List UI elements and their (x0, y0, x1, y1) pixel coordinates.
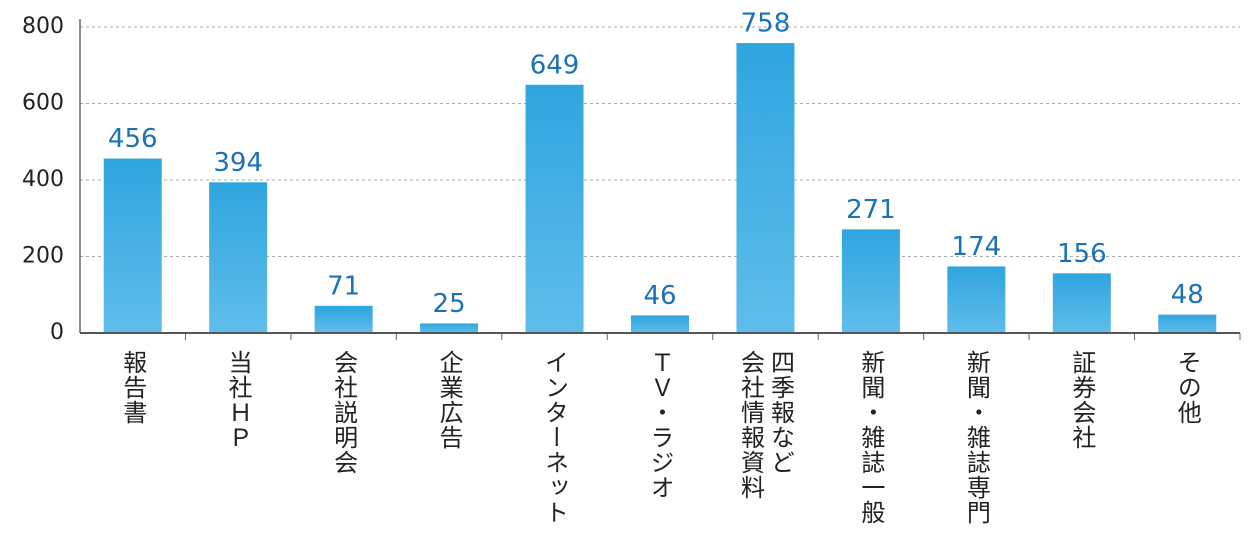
x-tick-label: 報告書 (118, 350, 147, 425)
x-tick-label: その他 (1173, 350, 1202, 425)
bar (841, 229, 900, 333)
x-tick-label: ＴＶ・ラジオ (646, 350, 674, 500)
y-tick-label: 200 (22, 244, 64, 269)
x-tick-label: 会社説明会 (329, 350, 358, 475)
bar (103, 158, 162, 333)
x-tick-label: 四季報など 会社情報資料 (736, 350, 795, 500)
value-label: 48 (1171, 280, 1204, 310)
x-tick-label: 証券会社 (1067, 350, 1096, 450)
value-label: 174 (952, 232, 1002, 262)
y-tick-label: 0 (50, 320, 64, 345)
value-label: 394 (213, 148, 263, 178)
bar (420, 323, 479, 333)
bar (1158, 314, 1217, 333)
value-label: 456 (108, 124, 158, 154)
x-tick-label: 企業広告 (435, 350, 464, 450)
value-label: 758 (741, 9, 791, 39)
bar (209, 182, 268, 333)
x-tick-label: インターネット (540, 350, 569, 525)
value-label: 271 (846, 195, 896, 225)
x-tick-label: 新聞・雑誌一般 (856, 350, 885, 525)
y-tick-label: 600 (22, 91, 64, 116)
x-tick-label: 新聞・雑誌専門 (962, 350, 991, 525)
value-label: 71 (327, 271, 360, 301)
bar (631, 315, 689, 333)
y-tick-label: 400 (22, 167, 64, 192)
bar (314, 305, 373, 333)
bar (947, 266, 1006, 333)
bar (736, 43, 795, 333)
value-label: 46 (643, 281, 676, 311)
bar (525, 84, 584, 333)
value-label: 649 (530, 50, 580, 80)
bar (1052, 273, 1111, 333)
value-label: 25 (433, 289, 466, 319)
y-tick-label: 800 (22, 14, 64, 39)
value-label: 156 (1057, 239, 1107, 269)
x-tick-label: 当社ＨＰ (224, 350, 253, 450)
